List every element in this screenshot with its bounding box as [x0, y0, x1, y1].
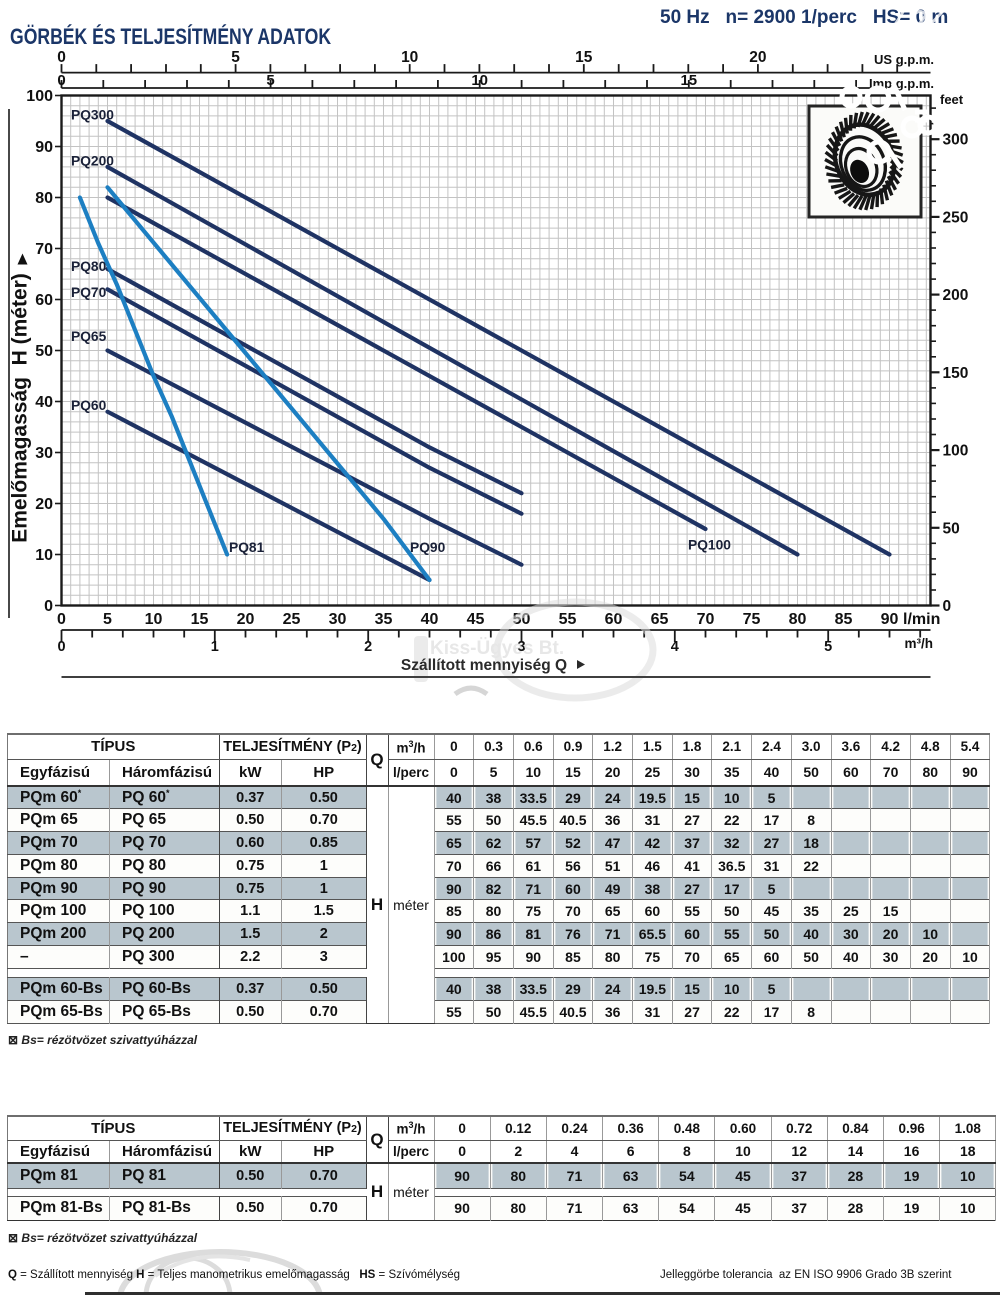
svg-text:100: 100	[943, 443, 969, 460]
svg-text:feet: feet	[940, 92, 964, 107]
svg-text:4: 4	[671, 639, 679, 655]
svg-text:PQ65: PQ65	[71, 329, 107, 344]
svg-text:75: 75	[743, 611, 761, 628]
svg-text:Imp g.p.m.: Imp g.p.m.	[869, 76, 934, 91]
svg-text:80: 80	[35, 190, 53, 207]
svg-text:PQ70: PQ70	[71, 285, 107, 300]
svg-text:10: 10	[35, 547, 53, 564]
svg-text:US g.p.m.: US g.p.m.	[874, 52, 934, 67]
svg-text:90: 90	[35, 139, 53, 156]
svg-text:65: 65	[651, 611, 669, 628]
svg-text:0: 0	[57, 639, 65, 655]
svg-text:200: 200	[943, 287, 969, 304]
svg-text:0: 0	[44, 598, 53, 615]
svg-text:60: 60	[35, 292, 53, 309]
svg-text:30: 30	[35, 445, 53, 462]
svg-text:10: 10	[471, 72, 488, 89]
svg-text:m³/h: m³/h	[905, 636, 934, 651]
svg-text:0: 0	[57, 49, 66, 66]
svg-text:3: 3	[517, 639, 525, 655]
svg-text:80: 80	[789, 611, 807, 628]
svg-text:250: 250	[943, 209, 969, 226]
svg-text:35: 35	[375, 611, 393, 628]
svg-text:45: 45	[467, 611, 485, 628]
svg-text:90: 90	[881, 611, 899, 628]
svg-text:2: 2	[364, 639, 372, 655]
svg-text:100: 100	[26, 88, 53, 105]
svg-text:PQ60: PQ60	[71, 398, 107, 413]
svg-text:PQ300: PQ300	[71, 108, 114, 123]
svg-text:PQ90: PQ90	[410, 540, 446, 555]
svg-text:50: 50	[943, 520, 960, 537]
svg-text:5: 5	[231, 49, 240, 66]
svg-text:5: 5	[266, 72, 274, 89]
svg-text:55: 55	[559, 611, 577, 628]
svg-text:70: 70	[35, 241, 53, 258]
svg-text:0: 0	[57, 72, 65, 89]
svg-text:40: 40	[421, 611, 439, 628]
svg-text:30: 30	[329, 611, 347, 628]
svg-text:10: 10	[145, 611, 163, 628]
svg-text:PQ80: PQ80	[71, 259, 107, 274]
svg-text:PQ81: PQ81	[229, 540, 265, 555]
svg-text:15: 15	[191, 611, 209, 628]
svg-text:150: 150	[943, 365, 969, 382]
svg-text:20: 20	[749, 49, 766, 66]
svg-text:0: 0	[943, 598, 952, 615]
svg-text:Szállított mennyiség Q: Szállított mennyiség Q	[401, 657, 567, 674]
svg-text:25: 25	[283, 611, 301, 628]
svg-text:PQ100: PQ100	[688, 538, 731, 553]
svg-text:70: 70	[697, 611, 715, 628]
svg-text:5: 5	[824, 639, 832, 655]
svg-text:Kiss-Ügyes Bt.: Kiss-Ügyes Bt.	[430, 638, 564, 659]
svg-text:15: 15	[680, 72, 697, 89]
svg-text:20: 20	[35, 496, 53, 513]
svg-text:PQ200: PQ200	[71, 154, 114, 169]
svg-text:1: 1	[211, 639, 219, 655]
svg-text:Emelőmagasság H (méter): Emelőmagasság H (méter)	[9, 273, 32, 543]
svg-text:0: 0	[57, 611, 66, 628]
svg-text:40: 40	[35, 394, 53, 411]
svg-text:5: 5	[103, 611, 112, 628]
svg-text:50: 50	[35, 343, 53, 360]
svg-text:15: 15	[575, 49, 593, 66]
svg-text:20: 20	[237, 611, 255, 628]
svg-text:10: 10	[401, 49, 418, 66]
svg-text:300: 300	[943, 132, 969, 149]
svg-text:60: 60	[605, 611, 623, 628]
svg-text:l/min: l/min	[903, 611, 940, 628]
svg-text:85: 85	[835, 611, 853, 628]
